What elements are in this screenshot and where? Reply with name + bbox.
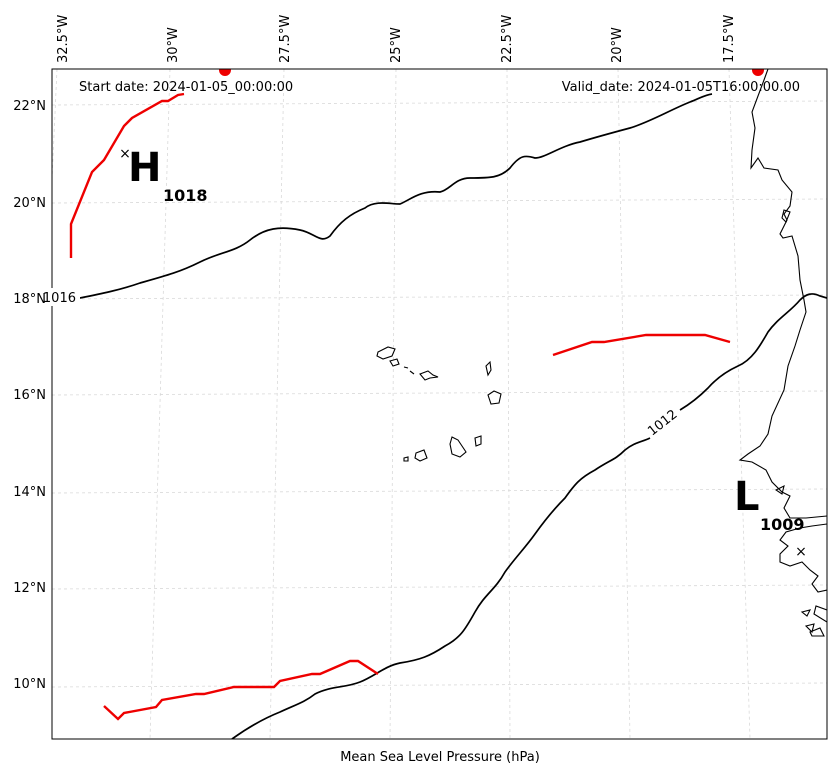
island-sal (485, 360, 492, 377)
island-santiago (449, 436, 467, 458)
latitude-labels: 22°N 20°N 18°N 16°N 14°N 12°N 10°N (13, 99, 46, 692)
grid-lat-18 (52, 294, 827, 300)
island-santa-luzia (403, 366, 415, 375)
valid-date-label: Valid_date: 2024-01-05T16:00:00.00 (562, 80, 800, 95)
lat-label-14: 14°N (13, 485, 46, 500)
graticule (52, 69, 827, 739)
lat-label-20: 20°N (13, 196, 46, 211)
front-marker-north (219, 69, 231, 76)
lon-label-27-5: 27.5°W (278, 15, 293, 63)
high-pressure-letter: H (128, 145, 161, 191)
grid-lat-10 (52, 682, 827, 688)
lon-label-22-5: 22.5°W (500, 15, 515, 63)
lat-label-18: 18°N (13, 292, 46, 307)
lat-label-12: 12°N (13, 581, 46, 596)
grid-lon-20 (617, 69, 631, 739)
island-fogo (414, 449, 428, 462)
grid-lon-17-5 (728, 69, 751, 739)
isobar-1012 (231, 437, 651, 739)
lon-label-17-5: 17.5°W (722, 15, 737, 63)
lon-label-30: 30°W (166, 27, 181, 63)
grid-lon-22-5 (506, 69, 511, 739)
grid-lon-25 (389, 69, 397, 739)
front-northwest (69, 92, 185, 258)
front-marker-northeast (752, 69, 764, 76)
isobar-1016 (79, 93, 713, 299)
lat-label-16: 16°N (13, 388, 46, 403)
coastline-west-africa (738, 69, 827, 519)
longitude-labels: 32.5°W 30°W 27.5°W 25°W 22.5°W 20°W 17.5… (56, 15, 737, 63)
low-center-marker: × (795, 544, 807, 560)
map-title: Mean Sea Level Pressure (hPa) (340, 750, 540, 765)
grid-lon-27-5 (269, 69, 285, 739)
lat-label-22: 22°N (13, 99, 46, 114)
low-pressure-letter: L (734, 474, 760, 520)
lat-label-10: 10°N (13, 677, 46, 692)
front-central (552, 333, 731, 357)
lon-label-25: 25°W (389, 27, 404, 63)
island-maio (474, 435, 482, 447)
high-pressure-value: 1018 (163, 186, 208, 205)
contour-label-bg (26, 288, 80, 306)
island-santo-antao (376, 346, 396, 360)
island-sao-nicolau (419, 370, 439, 381)
coastline-islands-east (774, 209, 791, 495)
coastline-guinea (779, 523, 827, 637)
grid-lat-12 (52, 584, 827, 590)
isobar-1012-east (679, 293, 827, 411)
grid-lat-16 (52, 390, 827, 396)
front-southwest (103, 659, 379, 721)
island-boa-vista (487, 390, 502, 405)
contour-label-1016: 1016 (43, 291, 76, 306)
island-sao-vicente (389, 358, 400, 367)
start-date-label: Start date: 2024-01-05_00:00:00 (79, 80, 293, 95)
grid-lon-30 (149, 69, 171, 739)
lon-label-20: 20°W (610, 27, 625, 63)
grid-lon-32-5 (52, 69, 58, 181)
grid-lat-14 (52, 488, 827, 494)
high-center-marker: × (119, 146, 131, 162)
contour-label-1012: 1012 (645, 407, 680, 439)
map-frame (51, 68, 828, 740)
island-brava (403, 456, 409, 462)
cape-verde-islands (376, 346, 502, 462)
low-pressure-value: 1009 (760, 515, 805, 534)
lon-label-32-5: 32.5°W (56, 15, 71, 63)
